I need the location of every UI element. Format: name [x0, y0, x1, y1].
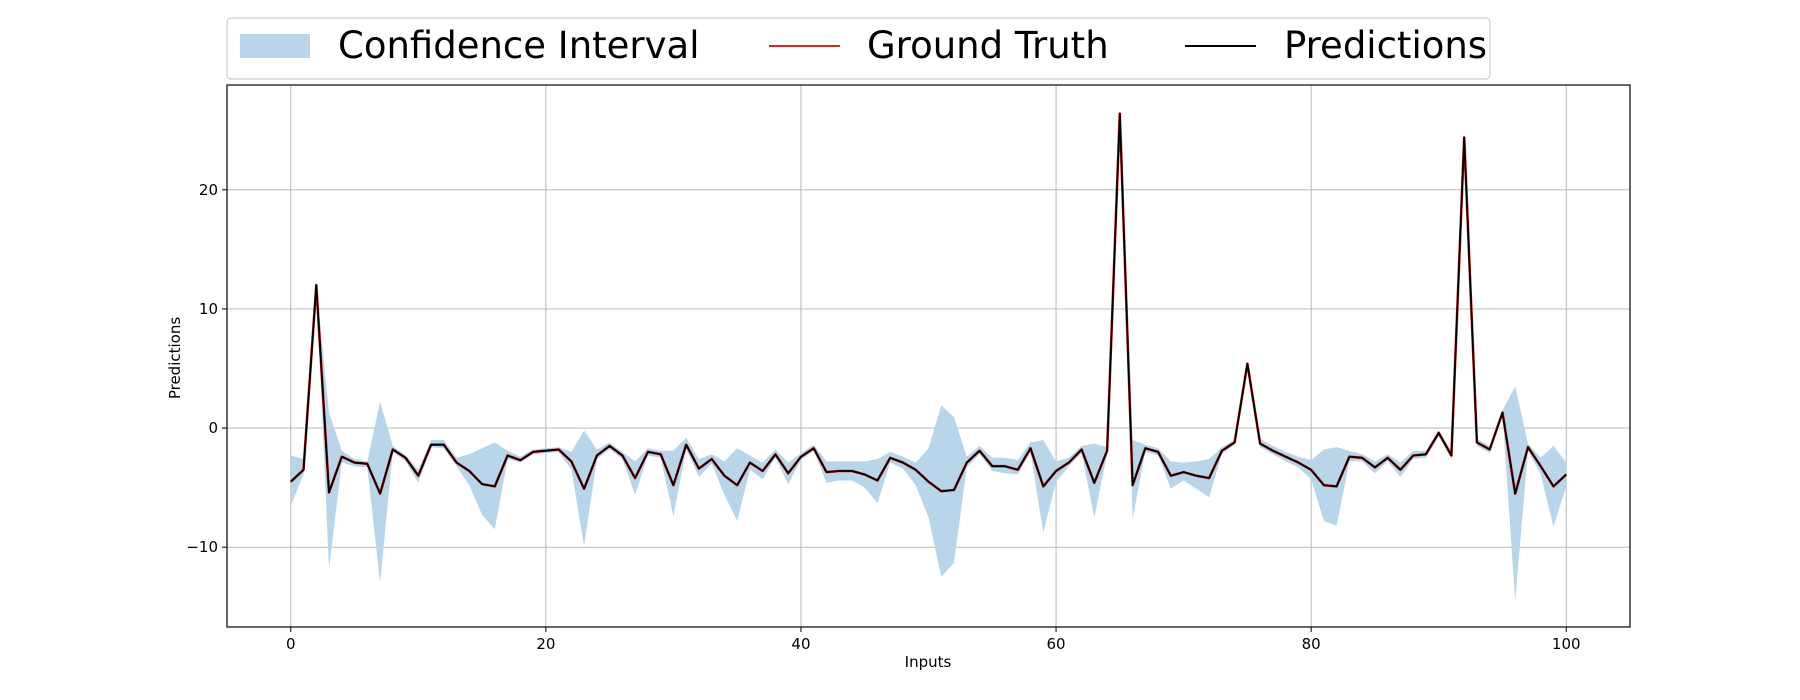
x-axis-ticks: 0 20 40 60 80 100	[286, 627, 1581, 653]
x-tick-label: 40	[791, 635, 810, 653]
y-tick-label: 0	[208, 419, 218, 437]
legend-ground-truth-label: Ground Truth	[867, 24, 1109, 67]
plot-frame	[226, 84, 1631, 628]
plot-area	[227, 85, 1630, 627]
legend: Confidence Interval Ground Truth Predict…	[226, 17, 1491, 80]
confidence-interval-band	[290, 113, 1567, 601]
x-axis-label: Inputs	[905, 653, 952, 671]
x-tick-label: 0	[286, 635, 296, 653]
confidence-interval-area	[290, 113, 1567, 601]
legend-box	[226, 17, 1491, 80]
predictions-line	[290, 112, 1567, 495]
y-tick-label: 10	[199, 300, 218, 318]
x-tick-label: 20	[536, 635, 555, 653]
y-axis-label: Predictions	[166, 317, 184, 400]
legend-predictions-label: Predictions	[1284, 24, 1487, 67]
y-axis-ticks: −10 0 10 20	[186, 181, 227, 556]
legend-confidence-interval-swatch	[240, 34, 310, 58]
legend-confidence-interval-label: Confidence Interval	[338, 24, 700, 67]
grid	[227, 85, 1630, 627]
y-tick-label: −10	[186, 538, 218, 556]
x-tick-label: 100	[1552, 635, 1581, 653]
y-tick-label: 20	[199, 181, 218, 199]
series-lines	[289, 112, 1568, 495]
x-tick-label: 80	[1302, 635, 1321, 653]
x-tick-label: 60	[1046, 635, 1065, 653]
